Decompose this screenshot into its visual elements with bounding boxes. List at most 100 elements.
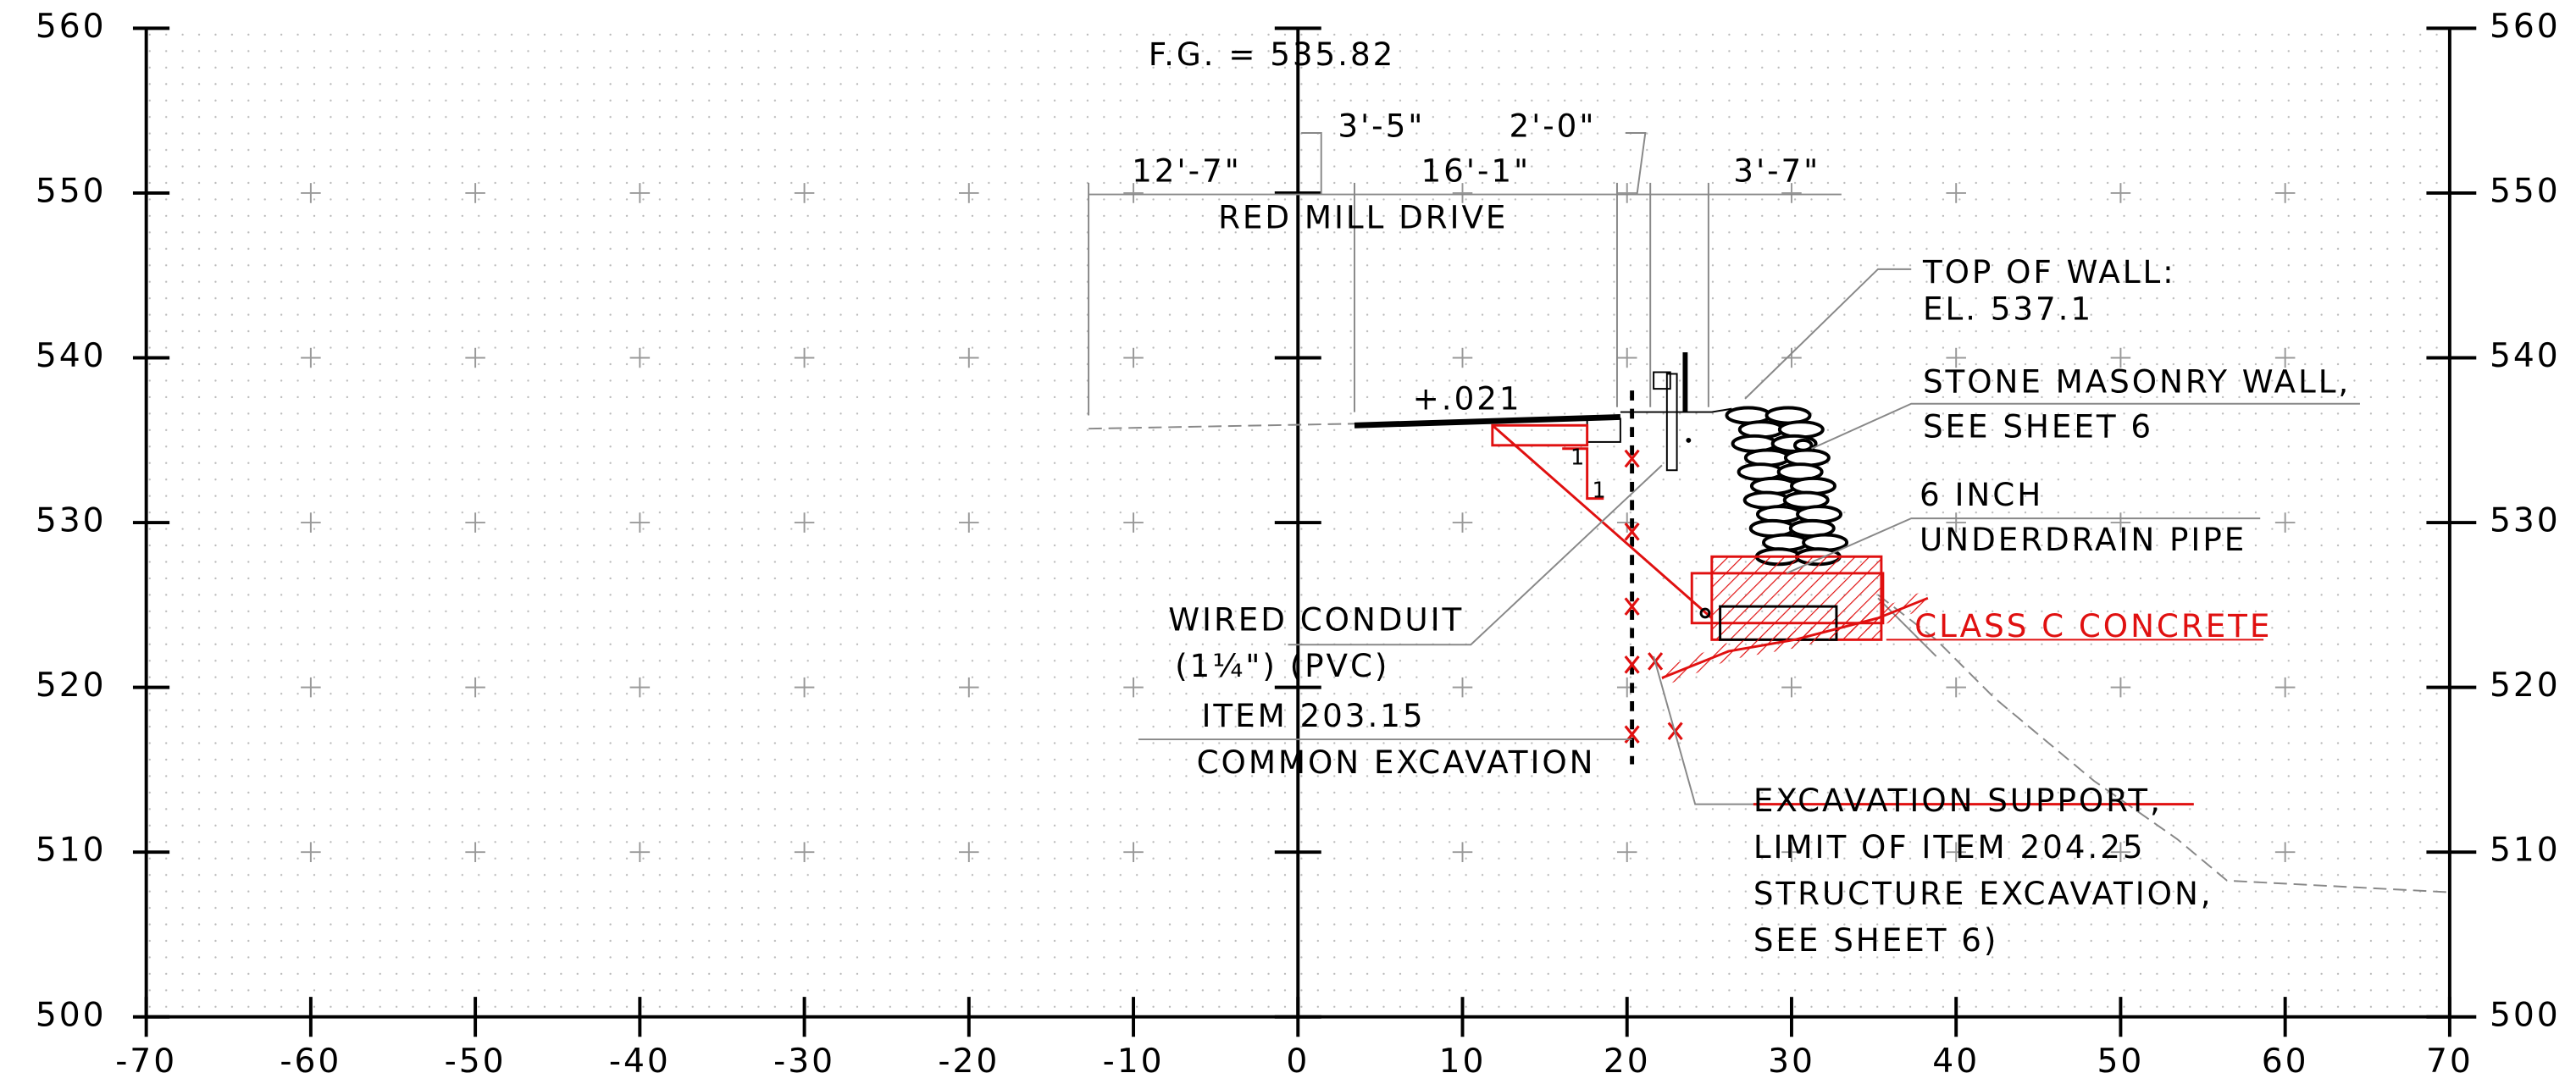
grid-cross — [2274, 677, 2296, 698]
x-tick-label: 30 — [1768, 1043, 1815, 1081]
label: 12'-7" — [1132, 152, 1242, 190]
grid-cross — [1781, 183, 1802, 203]
grid-cross — [465, 512, 485, 533]
label: 3'-7" — [1733, 152, 1820, 190]
grid-cross — [629, 842, 651, 862]
label: +.021 — [1413, 379, 1522, 417]
x-tick-label: 40 — [1932, 1043, 1980, 1081]
label: ITEM 203.15 — [1201, 697, 1425, 734]
x-tick-label: 60 — [2262, 1043, 2309, 1081]
grid-cross — [629, 677, 651, 698]
label: TOP OF WALL: — [1922, 253, 2176, 290]
x-mark — [1624, 655, 1640, 674]
y-tick-label: 520 — [36, 666, 107, 705]
y-tick-label: 560 — [36, 8, 107, 46]
y-tick-label: 500 — [36, 996, 107, 1034]
dimensions — [1088, 131, 1842, 416]
grid-cross — [1946, 842, 1966, 862]
label: 16'-1" — [1421, 152, 1531, 190]
x-tick-label: -50 — [445, 1043, 507, 1081]
stone — [1792, 438, 1814, 452]
x-tick-label: 0 — [1286, 1043, 1310, 1081]
grid-cross — [1781, 842, 1802, 862]
label: STONE MASONRY WALL, — [1923, 363, 2351, 401]
grid-cross — [959, 347, 979, 368]
label: 2'-0" — [1509, 108, 1596, 145]
grid-cross — [1946, 512, 1966, 533]
road — [1354, 351, 1732, 765]
x-tick-label: 50 — [2097, 1043, 2145, 1081]
label: LIMIT OF ITEM 204.25 — [1753, 828, 2146, 866]
grid-cross — [2274, 183, 2296, 203]
grid-cross — [794, 512, 815, 533]
label: (1¼") (PVC) — [1175, 647, 1389, 684]
grid-cross — [465, 842, 485, 862]
grid-cross — [465, 183, 485, 203]
label: EL. 537.1 — [1923, 290, 2093, 327]
grid-cross — [1123, 183, 1144, 203]
grid-cross — [1452, 347, 1473, 368]
x-tick-label: 10 — [1439, 1043, 1487, 1081]
grid-cross — [2110, 183, 2131, 203]
grid-cross — [1946, 183, 1966, 203]
y-tick-label: 540 — [2490, 337, 2561, 375]
grid-cross — [1123, 347, 1144, 368]
grid-cross — [629, 347, 651, 368]
x-tick-label: -40 — [609, 1043, 671, 1081]
grid-cross — [959, 512, 979, 533]
y-tick-label: 560 — [2490, 8, 2561, 46]
grid-cross — [1452, 183, 1473, 203]
grid-cross — [301, 183, 321, 203]
grid-cross — [1616, 347, 1637, 368]
grid-cross — [1123, 842, 1144, 862]
label: F.G. = 535.82 — [1149, 36, 1396, 73]
grid-cross — [2110, 512, 2131, 533]
grid-cross — [629, 512, 651, 533]
x-mark — [1624, 449, 1640, 468]
grid-cross — [959, 183, 979, 203]
x-tick-label: 70 — [2426, 1043, 2474, 1081]
grid-cross — [2110, 677, 2131, 698]
stone-wall — [1725, 406, 1849, 567]
label: SEE SHEET 6 — [1923, 408, 2153, 445]
label: SEE SHEET 6) — [1753, 921, 1999, 959]
grid-cross — [301, 842, 321, 862]
y-tick-label: 530 — [36, 502, 107, 540]
grid-cross — [1616, 183, 1637, 203]
y-tick-label: 500 — [2490, 996, 2561, 1034]
x-tick-label: -10 — [1103, 1043, 1165, 1081]
grid-cross — [1123, 677, 1144, 698]
x-tick-label: -70 — [115, 1043, 177, 1081]
grid-cross — [301, 512, 321, 533]
ticks: 5605505405305205105005605505405305205105… — [36, 8, 2561, 1081]
label: 1 — [1571, 445, 1587, 471]
y-tick-label: 550 — [36, 172, 107, 210]
y-tick-label: 510 — [2490, 832, 2561, 870]
grid-cross — [1781, 677, 1802, 698]
label: UNDERDRAIN PIPE — [1920, 521, 2246, 558]
excavation — [1491, 423, 1931, 744]
x-tick-label: -20 — [938, 1043, 1000, 1081]
grid-cross — [301, 677, 321, 698]
grid-cross — [2110, 347, 2131, 368]
grid-cross — [465, 677, 485, 698]
leaders — [1138, 268, 2360, 806]
grid-cross — [794, 677, 815, 698]
y-tick-label: 540 — [36, 337, 107, 375]
x-tick-label: -30 — [773, 1043, 835, 1081]
grid-cross — [1123, 512, 1144, 533]
label: STRUCTURE EXCAVATION, — [1753, 875, 2213, 912]
grid-cross — [1452, 677, 1473, 698]
x-mark — [1624, 523, 1640, 541]
label: 1 — [1593, 478, 1609, 504]
label: 6 INCH — [1920, 476, 2043, 513]
grid-cross — [2274, 842, 2296, 862]
grid-cross — [1452, 512, 1473, 533]
y-tick-label: 550 — [2490, 172, 2561, 210]
label: WIRED CONDUIT — [1168, 600, 1464, 638]
grid-cross — [301, 347, 321, 368]
grid-cross — [465, 347, 485, 368]
grid-cross — [629, 183, 651, 203]
grid-cross — [1452, 842, 1473, 862]
